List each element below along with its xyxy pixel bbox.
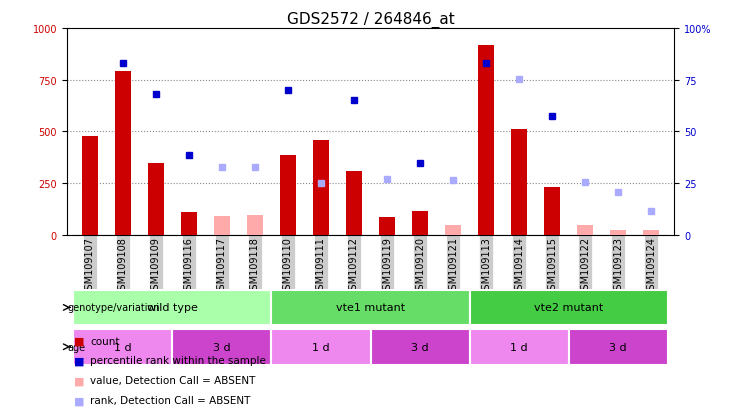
Bar: [544, 188, 560, 235]
Title: GDS2572 / 264846_at: GDS2572 / 264846_at: [287, 12, 454, 28]
Bar: [73, 290, 271, 325]
Bar: [478, 45, 494, 235]
Bar: [213, 217, 230, 235]
Text: 3 d: 3 d: [609, 342, 627, 352]
Bar: [610, 230, 626, 235]
Bar: [470, 329, 568, 365]
Text: count: count: [90, 336, 120, 346]
Bar: [73, 329, 173, 365]
Text: ■: ■: [74, 375, 84, 385]
Text: ■: ■: [74, 395, 84, 405]
Text: genotype/variation: genotype/variation: [67, 303, 160, 313]
Text: 1 d: 1 d: [511, 342, 528, 352]
Bar: [181, 213, 197, 235]
Bar: [173, 329, 271, 365]
Bar: [271, 290, 470, 325]
Bar: [271, 329, 370, 365]
Bar: [470, 290, 668, 325]
Text: vte1 mutant: vte1 mutant: [336, 303, 405, 313]
Bar: [346, 171, 362, 235]
Bar: [643, 230, 659, 235]
Bar: [379, 218, 395, 235]
Bar: [412, 211, 428, 235]
Text: 3 d: 3 d: [213, 342, 230, 352]
Text: vte2 mutant: vte2 mutant: [534, 303, 603, 313]
Text: rank, Detection Call = ABSENT: rank, Detection Call = ABSENT: [90, 395, 250, 405]
Text: ■: ■: [74, 336, 84, 346]
Text: 1 d: 1 d: [312, 342, 330, 352]
Bar: [313, 140, 329, 235]
Text: ■: ■: [74, 356, 84, 366]
Bar: [568, 329, 668, 365]
Bar: [445, 225, 462, 235]
Text: 3 d: 3 d: [411, 342, 429, 352]
Bar: [82, 136, 98, 235]
Bar: [511, 130, 528, 235]
Bar: [279, 156, 296, 235]
Bar: [147, 163, 164, 235]
Text: percentile rank within the sample: percentile rank within the sample: [90, 356, 266, 366]
Bar: [370, 329, 470, 365]
Text: wild type: wild type: [147, 303, 198, 313]
Text: age: age: [67, 342, 85, 352]
Text: 1 d: 1 d: [114, 342, 132, 352]
Bar: [577, 225, 594, 235]
Bar: [115, 72, 131, 235]
Text: value, Detection Call = ABSENT: value, Detection Call = ABSENT: [90, 375, 256, 385]
Bar: [247, 216, 263, 235]
